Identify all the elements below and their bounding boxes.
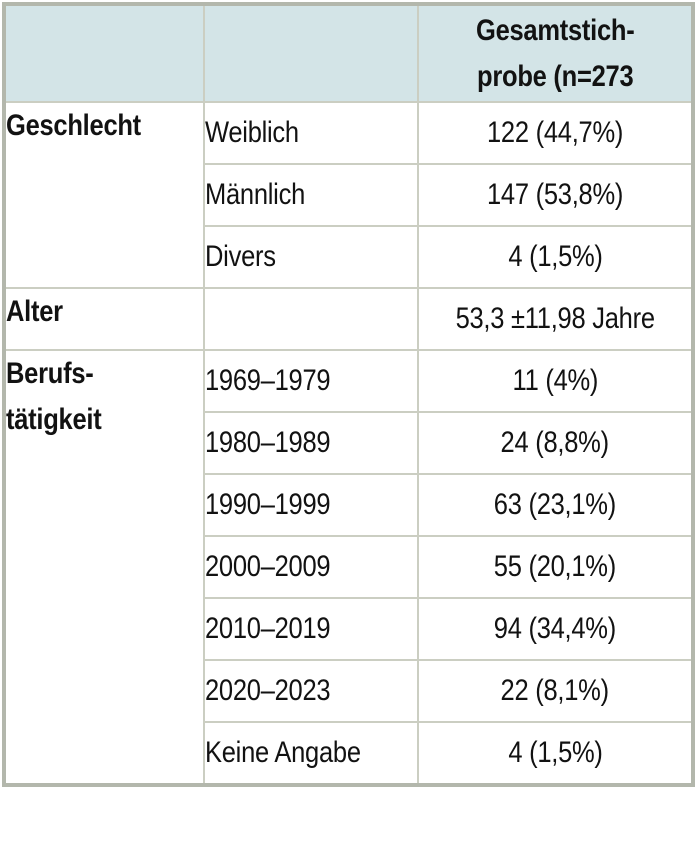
table-row: Männlich 147 (53,8%) [4, 163, 694, 227]
value-1980-1989: 24 (8,8%) [417, 411, 694, 475]
total-sample-heading: Gesamtstich- probe (n=273 [475, 13, 635, 93]
value-2020-2023: 22 (8,1%) [417, 659, 694, 723]
value-weiblich: 122 (44,7%) [417, 101, 694, 165]
table-header-row: Gesamtstich- probe (n=273 [3, 3, 694, 103]
value-1969-1979: 11 (4%) [417, 349, 694, 413]
value-2000-2009: 55 (20,1%) [417, 535, 694, 599]
geschlecht-group-label: Geschlecht [3, 101, 205, 289]
category-weiblich: Weiblich [203, 101, 419, 165]
table-row: Alter 53,3 ±11,98 Jahre [3, 287, 694, 351]
header-cell-category [203, 3, 419, 103]
category-1980-1989: 1980–1989 [203, 411, 419, 475]
category-2000-2009: 2000–2009 [203, 535, 419, 599]
category-divers: Divers [203, 225, 419, 289]
value-2010-2019: 94 (34,4%) [417, 597, 694, 661]
value-1990-1999: 63 (23,1%) [417, 473, 694, 537]
alter-group-label: Alter [3, 287, 205, 351]
sample-statistics-table: Gesamtstich- probe (n=273 Geschlecht Wei… [2, 2, 695, 787]
table-row: 1980–1989 24 (8,8%) [4, 411, 694, 475]
table-row: Keine Angabe 4 (1,5%) [4, 721, 694, 786]
header-cell-variable [3, 3, 205, 103]
table-row: Berufs- tätigkeit 1969–1979 11 (4%) [3, 349, 694, 786]
header-cell-total-sample: Gesamtstich- probe (n=273 [417, 3, 694, 103]
table-row: Geschlecht Weiblich 122 (44,7%) [3, 101, 694, 289]
value-alter: 53,3 ±11,98 Jahre [417, 287, 694, 351]
category-2020-2023: 2020–2023 [203, 659, 419, 723]
value-keine-angabe: 4 (1,5%) [417, 721, 694, 786]
table-row: 2010–2019 94 (34,4%) [4, 597, 694, 661]
berufstaetigkeit-group-label: Berufs- tätigkeit [3, 349, 205, 786]
table-row: Divers 4 (1,5%) [4, 225, 694, 289]
table-row: 1990–1999 63 (23,1%) [4, 473, 694, 537]
category-2010-2019: 2010–2019 [203, 597, 419, 661]
category-1990-1999: 1990–1999 [203, 473, 419, 537]
category-1969-1979: 1969–1979 [203, 349, 419, 413]
value-maennlich: 147 (53,8%) [417, 163, 694, 227]
table-row: 2020–2023 22 (8,1%) [4, 659, 694, 723]
value-divers: 4 (1,5%) [417, 225, 694, 289]
category-keine-angabe: Keine Angabe [203, 721, 419, 786]
category-maennlich: Männlich [203, 163, 419, 227]
table-row: 2000–2009 55 (20,1%) [4, 535, 694, 599]
category-alter-empty [203, 287, 419, 351]
